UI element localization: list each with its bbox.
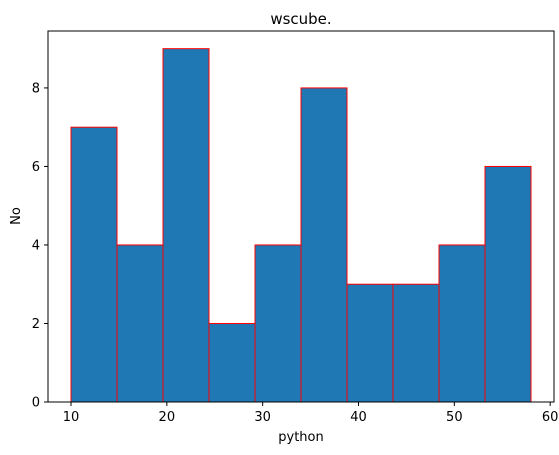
- y-tick-label: 4: [32, 238, 40, 253]
- histogram-bar: [208, 322, 256, 403]
- chart-title: wscube.: [270, 10, 331, 28]
- x-tick-label: 10: [63, 410, 80, 425]
- y-axis-label: No: [9, 207, 24, 225]
- y-tick-label: 0: [32, 396, 40, 411]
- x-tick-label: 60: [542, 410, 559, 425]
- y-tick-label: 6: [32, 160, 40, 175]
- histogram-bar: [392, 283, 440, 403]
- histogram-bar: [484, 165, 532, 403]
- y-tick-label: 2: [32, 317, 40, 332]
- x-tick-label: 30: [254, 410, 271, 425]
- histogram-bar: [346, 283, 394, 403]
- x-axis-label: python: [278, 430, 323, 445]
- histogram-bar: [116, 244, 164, 403]
- histogram-bar: [70, 126, 118, 403]
- histogram-bar: [438, 244, 486, 403]
- bars-group: [70, 48, 532, 403]
- x-tick-label: 40: [350, 410, 367, 425]
- x-tick-label: 50: [446, 410, 463, 425]
- x-axis-ticks: 10 20 30 40 50 60: [63, 402, 559, 425]
- y-tick-label: 8: [32, 81, 40, 96]
- y-axis-ticks: 0 2 4 6 8: [32, 81, 48, 411]
- histogram-bar: [300, 87, 348, 403]
- histogram-bar: [162, 48, 210, 403]
- histogram-bar: [254, 244, 302, 403]
- plot-frame: [47, 30, 555, 403]
- x-tick-label: 20: [159, 410, 176, 425]
